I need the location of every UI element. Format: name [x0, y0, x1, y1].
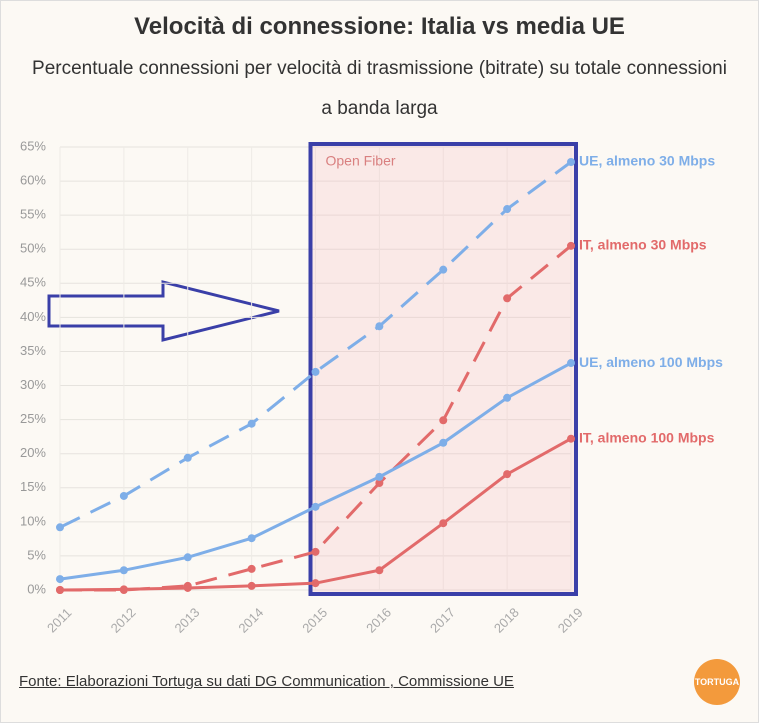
- y-tick-label: 25%: [20, 411, 46, 426]
- y-tick-label: 40%: [20, 309, 46, 324]
- point: [375, 322, 384, 331]
- x-tick-label: 2011: [44, 605, 74, 635]
- point: [375, 472, 384, 481]
- point: [247, 534, 256, 543]
- point: [567, 434, 575, 443]
- y-tick-label: 20%: [20, 445, 46, 460]
- point: [311, 502, 320, 511]
- point: [183, 583, 192, 592]
- series-line: [59, 160, 572, 529]
- x-tick-label: 2018: [491, 605, 522, 636]
- y-tick-label: 55%: [20, 207, 46, 222]
- highlight-box: [308, 142, 578, 596]
- highlight-label: Open Fiber: [326, 153, 396, 169]
- x-tick-label: 2019: [555, 605, 586, 636]
- arrow: [47, 280, 280, 342]
- point: [183, 553, 192, 562]
- point: [503, 205, 512, 214]
- point: [247, 419, 256, 428]
- x-tick-label: 2013: [171, 605, 202, 636]
- point: [311, 547, 320, 556]
- point: [119, 585, 128, 594]
- legend-label: UE, almeno 30 Mbps: [579, 153, 715, 169]
- x-tick-label: 2016: [363, 605, 394, 636]
- logo: TORTUGA: [694, 659, 740, 705]
- point: [567, 241, 575, 250]
- point: [439, 519, 448, 528]
- point: [567, 359, 575, 368]
- point: [119, 491, 128, 500]
- y-tick-label: 5%: [27, 547, 46, 562]
- point: [247, 581, 256, 590]
- point: [183, 453, 192, 462]
- point: [311, 367, 320, 376]
- point: [56, 575, 64, 584]
- y-tick-label: 0%: [27, 581, 46, 596]
- y-tick-label: 35%: [20, 343, 46, 358]
- y-tick-label: 30%: [20, 377, 46, 392]
- point: [247, 564, 256, 573]
- x-tick-label: 2014: [235, 605, 266, 636]
- y-tick-label: 50%: [20, 241, 46, 256]
- point: [56, 586, 64, 594]
- legend-label: IT, almeno 100 Mbps: [579, 429, 715, 445]
- x-tick-label: 2017: [427, 605, 458, 636]
- point: [375, 478, 384, 487]
- chart-title: Velocità di connessione: Italia vs media…: [134, 13, 625, 40]
- point: [439, 438, 448, 447]
- point: [375, 566, 384, 575]
- point: [503, 393, 512, 402]
- point: [56, 523, 64, 532]
- legend-label: IT, almeno 30 Mbps: [579, 237, 707, 253]
- x-tick-label: 2015: [299, 605, 330, 636]
- y-tick-label: 65%: [20, 138, 46, 153]
- point: [567, 157, 575, 166]
- y-tick-label: 15%: [20, 479, 46, 494]
- point: [503, 470, 512, 479]
- y-tick-label: 45%: [20, 275, 46, 290]
- x-tick-label: 2012: [108, 605, 139, 636]
- point: [311, 579, 320, 588]
- point: [119, 566, 128, 575]
- point: [503, 294, 512, 303]
- legend-label: UE, almeno 100 Mbps: [579, 354, 723, 370]
- point: [439, 416, 448, 425]
- source: Fonte: Elaborazioni Tortuga su dati DG C…: [19, 673, 514, 690]
- y-tick-label: 60%: [20, 173, 46, 188]
- y-tick-label: 10%: [20, 513, 46, 528]
- point: [439, 265, 448, 274]
- chart-subtitle: Percentuale connessioni per velocità di …: [32, 58, 727, 119]
